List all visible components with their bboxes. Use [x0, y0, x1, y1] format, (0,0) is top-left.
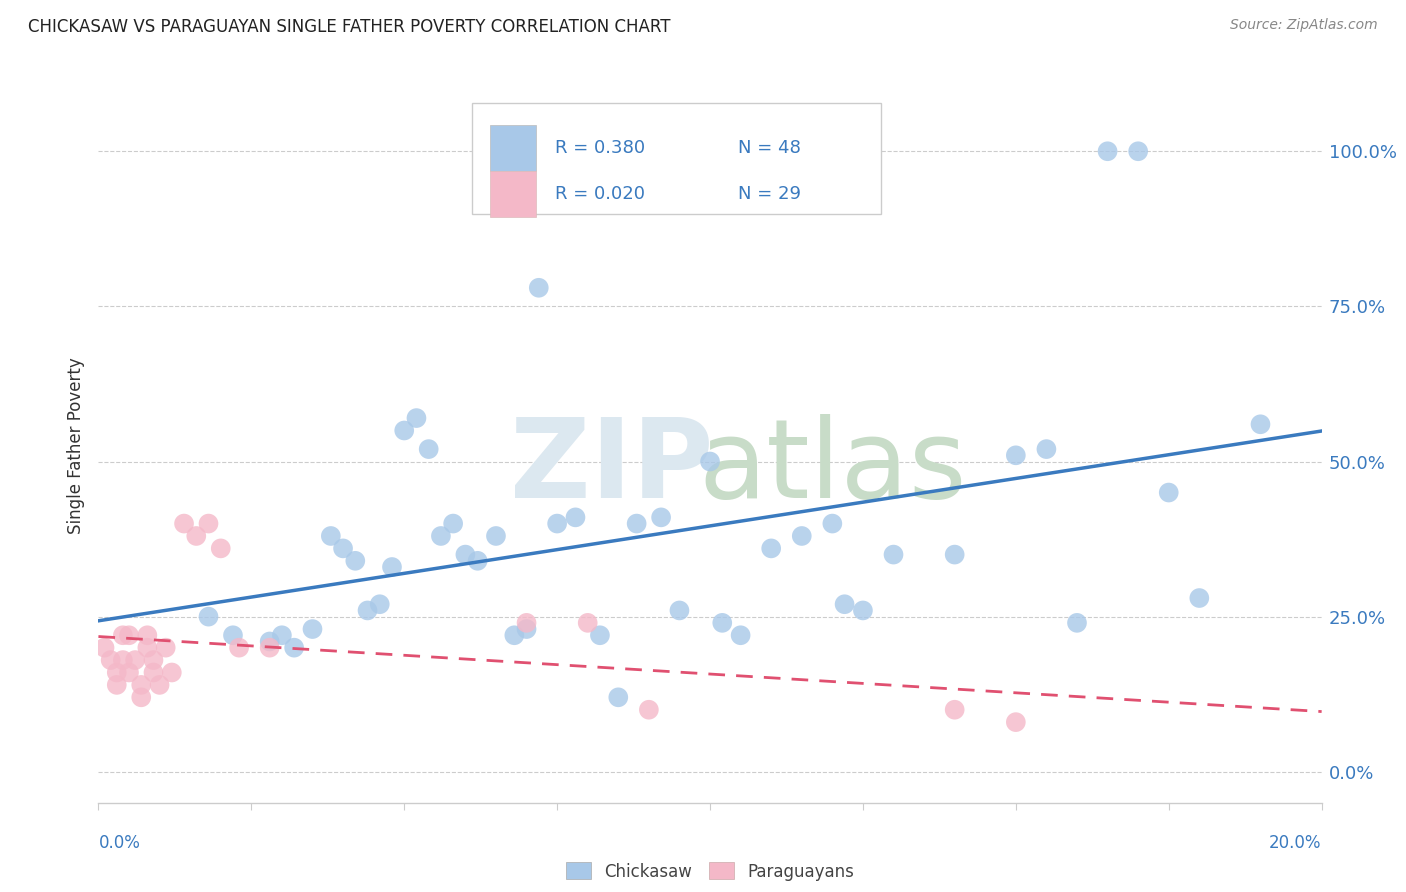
Y-axis label: Single Father Poverty: Single Father Poverty — [66, 358, 84, 534]
Point — [699, 454, 721, 468]
Text: atlas: atlas — [699, 414, 966, 521]
Point — [209, 541, 232, 556]
Point — [129, 690, 152, 705]
Point — [516, 615, 538, 630]
Point — [381, 560, 404, 574]
Text: R = 0.380: R = 0.380 — [555, 139, 645, 157]
Text: ZIP: ZIP — [510, 414, 714, 521]
Point — [344, 554, 367, 568]
Point — [356, 603, 378, 617]
Legend: Chickasaw, Paraguayans: Chickasaw, Paraguayans — [560, 855, 860, 888]
Point — [1157, 485, 1180, 500]
Point — [454, 548, 477, 562]
Point — [883, 548, 905, 562]
Point — [418, 442, 440, 456]
Point — [197, 516, 219, 531]
Point — [259, 640, 281, 655]
Text: N = 29: N = 29 — [738, 186, 801, 203]
Point — [1249, 417, 1271, 432]
Point — [1004, 448, 1026, 462]
Point — [259, 634, 281, 648]
Point — [485, 529, 508, 543]
Point — [155, 640, 177, 655]
Text: 20.0%: 20.0% — [1270, 834, 1322, 852]
Point — [430, 529, 453, 543]
Point — [1188, 591, 1211, 605]
Point — [105, 665, 128, 680]
Point — [368, 597, 391, 611]
Text: N = 48: N = 48 — [738, 139, 801, 157]
Point — [607, 690, 630, 705]
Point — [626, 516, 648, 531]
Point — [943, 703, 966, 717]
Point — [668, 603, 690, 617]
FancyBboxPatch shape — [471, 103, 882, 214]
Point — [228, 640, 250, 655]
Point — [392, 424, 416, 438]
Text: R = 0.020: R = 0.020 — [555, 186, 645, 203]
Point — [118, 665, 141, 680]
Point — [142, 653, 165, 667]
Point — [142, 665, 165, 680]
Text: Source: ZipAtlas.com: Source: ZipAtlas.com — [1230, 18, 1378, 32]
Point — [730, 628, 752, 642]
Point — [637, 703, 661, 717]
Point — [93, 640, 115, 655]
Point — [129, 678, 152, 692]
Point — [589, 628, 612, 642]
Point — [503, 628, 526, 642]
Point — [160, 665, 183, 680]
Point — [516, 622, 538, 636]
Point — [441, 516, 464, 531]
Point — [270, 628, 292, 642]
Text: CHICKASAW VS PARAGUAYAN SINGLE FATHER POVERTY CORRELATION CHART: CHICKASAW VS PARAGUAYAN SINGLE FATHER PO… — [28, 18, 671, 36]
Point — [1128, 145, 1150, 159]
Point — [136, 628, 159, 642]
Point — [111, 653, 134, 667]
Point — [100, 653, 122, 667]
Point — [105, 678, 128, 692]
Point — [332, 541, 354, 556]
Point — [186, 529, 208, 543]
Point — [1035, 442, 1057, 456]
Point — [576, 615, 599, 630]
FancyBboxPatch shape — [489, 171, 536, 218]
Point — [790, 529, 813, 543]
Point — [118, 628, 141, 642]
Point — [467, 554, 489, 568]
Point — [136, 640, 159, 655]
Point — [319, 529, 342, 543]
Point — [1004, 715, 1026, 730]
Point — [1097, 145, 1119, 159]
Point — [527, 281, 550, 295]
Point — [222, 628, 245, 642]
Point — [834, 597, 856, 611]
Point — [650, 510, 672, 524]
Point — [1066, 615, 1088, 630]
FancyBboxPatch shape — [489, 125, 536, 171]
Point — [943, 548, 966, 562]
Point — [759, 541, 782, 556]
Point — [173, 516, 195, 531]
Point — [405, 411, 427, 425]
Point — [283, 640, 305, 655]
Text: 0.0%: 0.0% — [98, 834, 141, 852]
Point — [111, 628, 134, 642]
Point — [124, 653, 146, 667]
Point — [564, 510, 586, 524]
Point — [821, 516, 844, 531]
Point — [149, 678, 172, 692]
Point — [711, 615, 734, 630]
Point — [301, 622, 323, 636]
Point — [852, 603, 875, 617]
Point — [197, 609, 219, 624]
Point — [546, 516, 568, 531]
